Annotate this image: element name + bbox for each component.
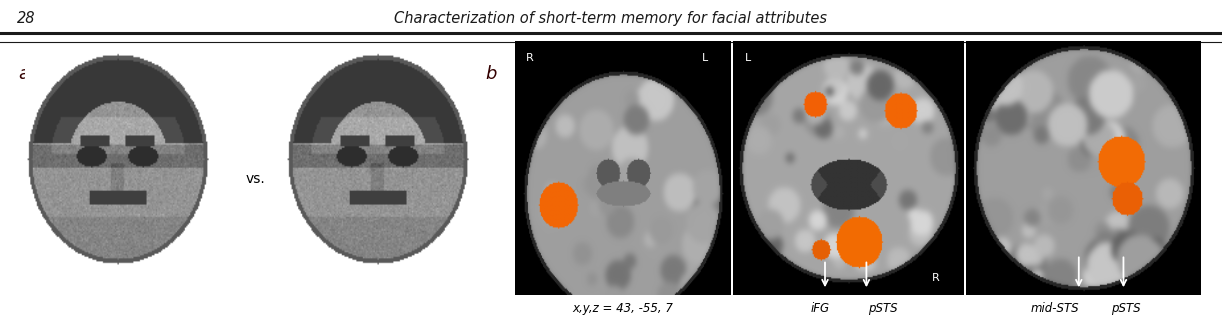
Text: L: L: [744, 53, 750, 63]
Text: a: a: [18, 65, 29, 83]
Text: 4.27: 4.27: [1207, 214, 1222, 223]
Text: R: R: [525, 53, 534, 63]
Text: vs.: vs.: [246, 173, 265, 186]
Text: x,y,z = 43, -55, 7: x,y,z = 43, -55, 7: [572, 302, 673, 315]
Text: pSTS: pSTS: [1111, 302, 1140, 315]
Text: Characterization of short-term memory for facial attributes: Characterization of short-term memory fo…: [395, 11, 827, 25]
Text: 8.00: 8.00: [1207, 66, 1222, 75]
Text: b: b: [485, 65, 496, 83]
Text: L: L: [703, 53, 709, 63]
Text: iFG: iFG: [811, 302, 830, 315]
Text: pSTS: pSTS: [868, 302, 897, 315]
Text: mid-STS: mid-STS: [1031, 302, 1079, 315]
Text: 28: 28: [17, 11, 35, 25]
Text: R: R: [932, 273, 940, 282]
